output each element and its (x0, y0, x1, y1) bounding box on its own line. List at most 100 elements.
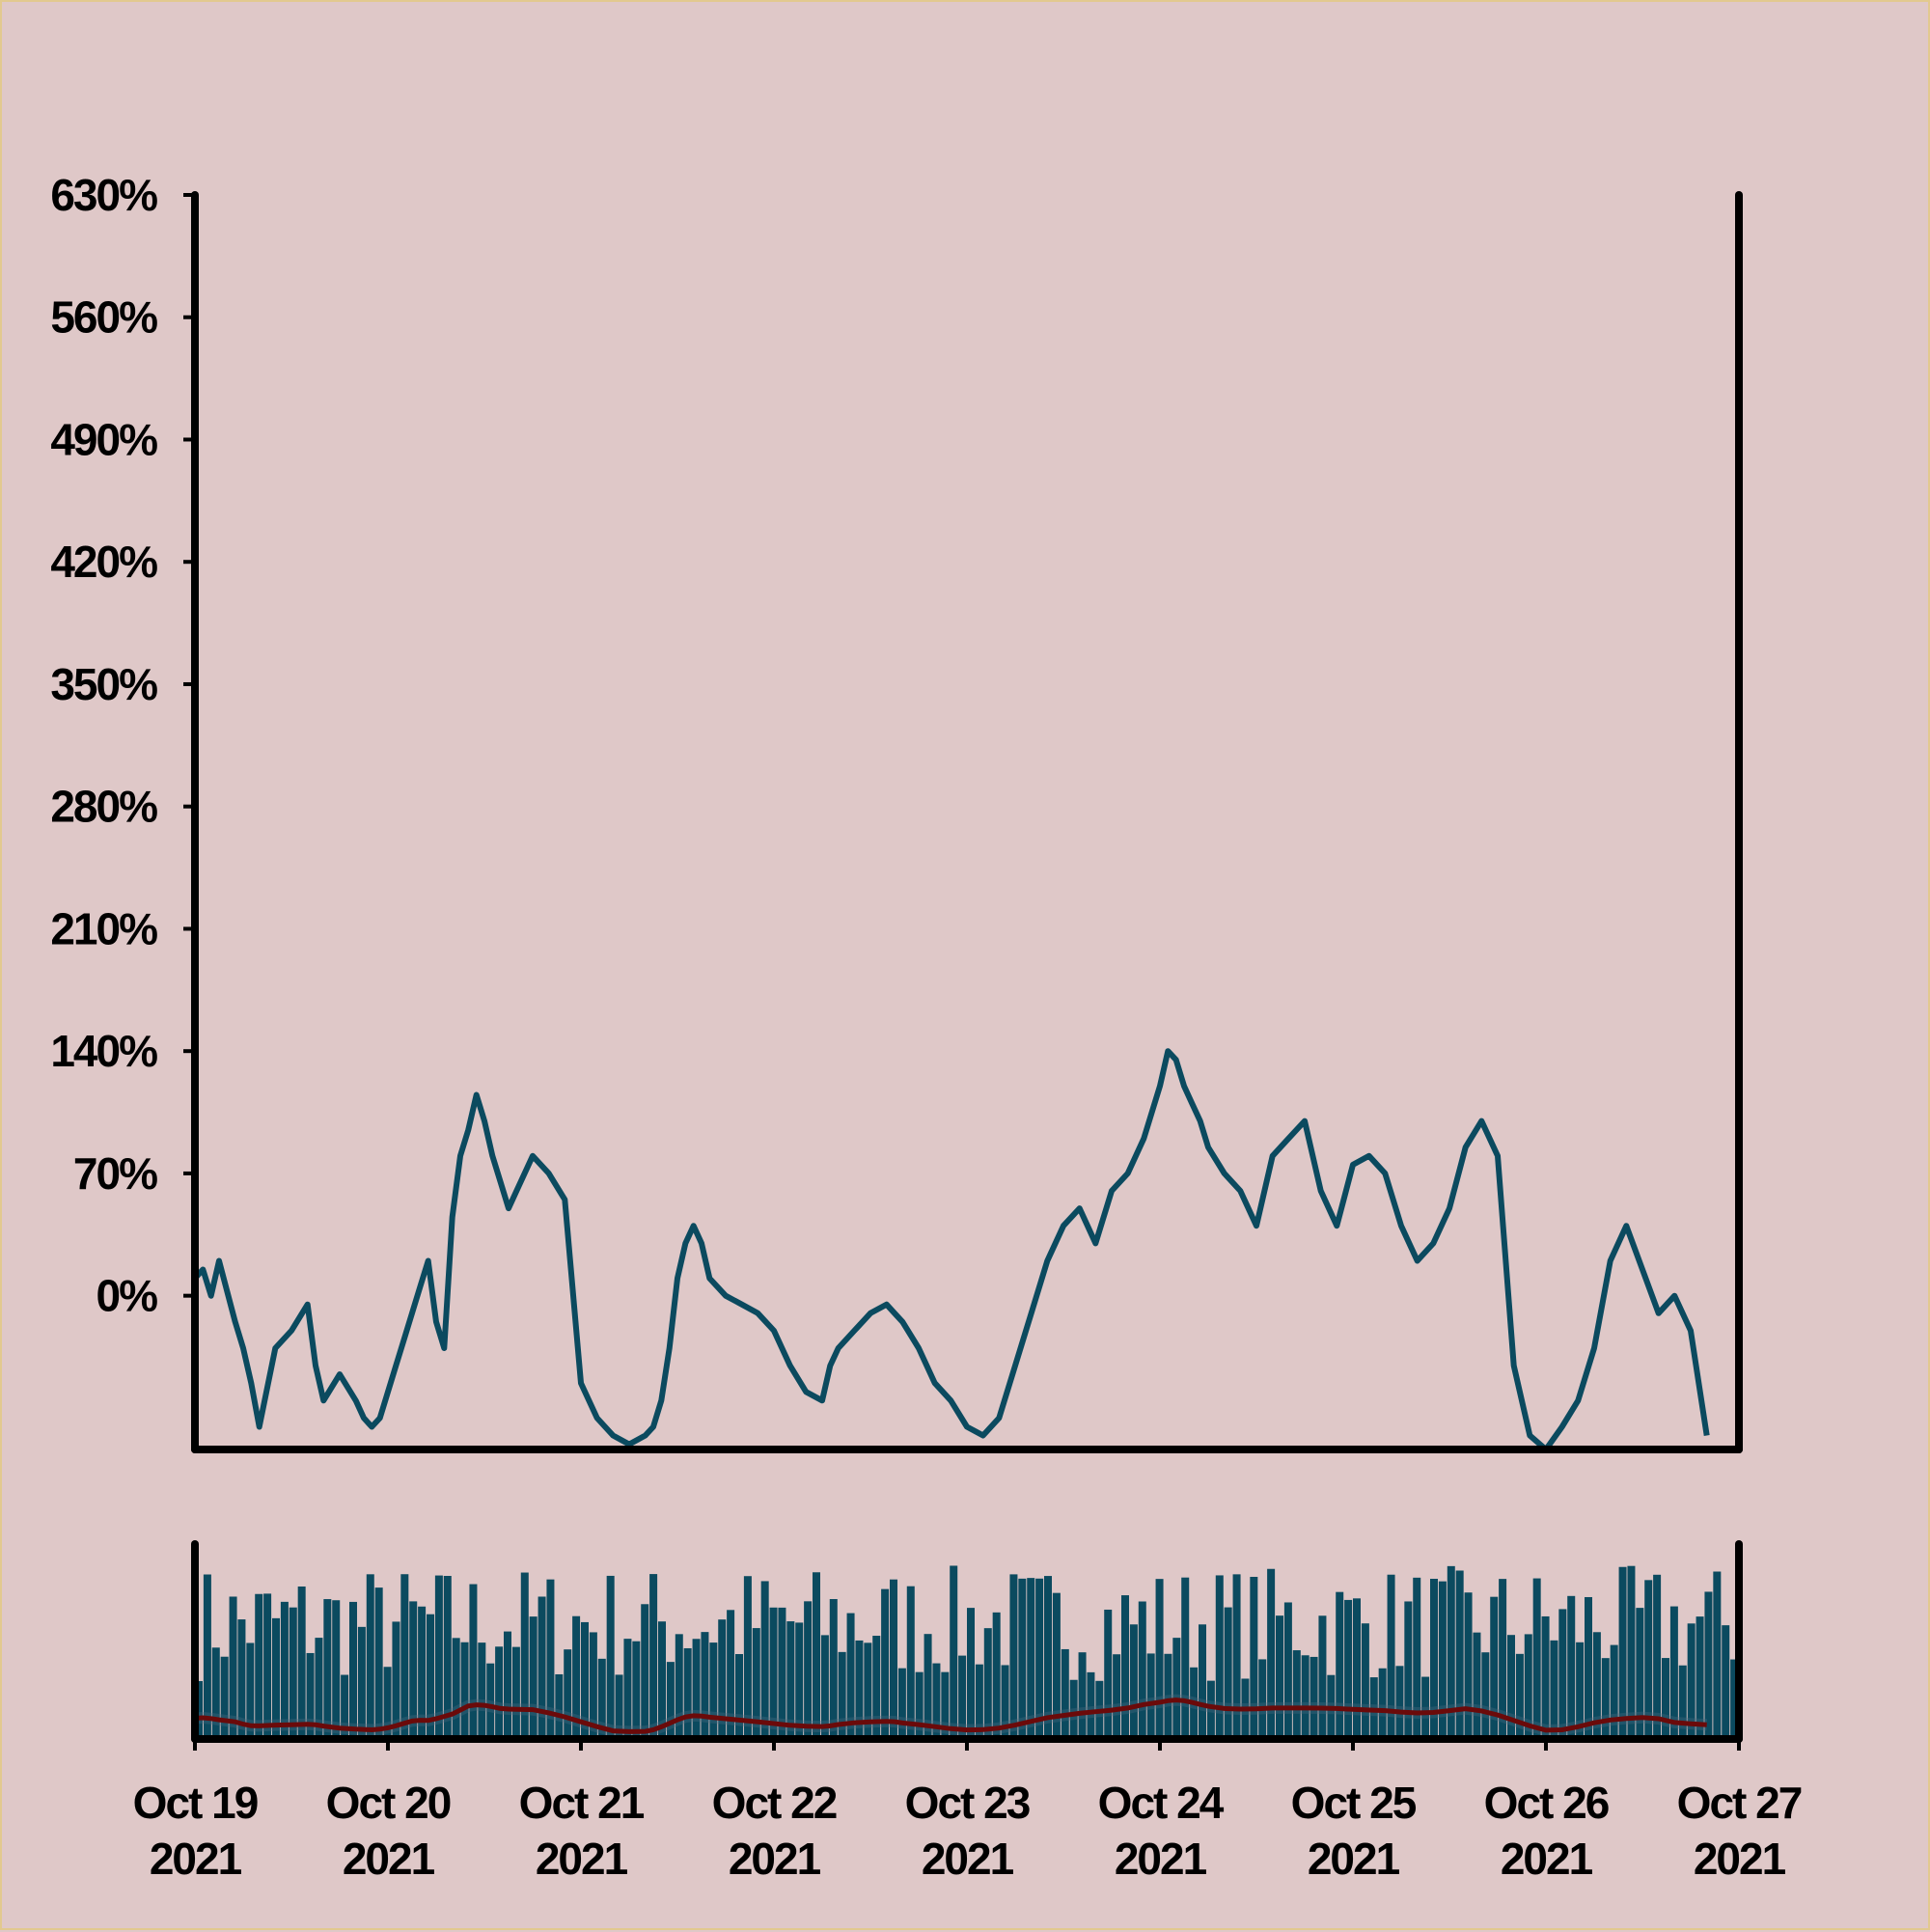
volume-bar (1653, 1574, 1662, 1739)
volume-bar (983, 1628, 992, 1739)
volume-bar (1113, 1654, 1121, 1739)
volume-bar (666, 1662, 675, 1739)
volume-bar (434, 1575, 443, 1739)
y-tick-label: 630% (50, 170, 157, 220)
volume-bar (203, 1574, 211, 1739)
volume-bar (804, 1601, 813, 1739)
volume-bar (778, 1607, 786, 1739)
volume-bar (1138, 1601, 1146, 1739)
volume-bar (692, 1639, 701, 1739)
volume-bar (1052, 1592, 1061, 1739)
volume-bar (1078, 1652, 1087, 1739)
volume-bar (709, 1642, 718, 1739)
volume-bar (735, 1654, 743, 1739)
volume-bar (564, 1649, 572, 1739)
y-tick-label: 140% (50, 1026, 157, 1076)
volume-bar (658, 1621, 666, 1739)
volume-bar (1473, 1632, 1481, 1739)
volume-bar (752, 1628, 760, 1739)
volume-bar (1524, 1634, 1532, 1739)
y-axis-ticks: 0% 70% 140% 210% 280% 350% 420% 490% 560% 630% (50, 170, 195, 1321)
volume-bar (1258, 1659, 1267, 1739)
volume-bar (374, 1587, 383, 1739)
volume-bar (1181, 1577, 1190, 1739)
volume-bar (520, 1572, 529, 1739)
volume-bar (220, 1656, 229, 1739)
x-tick-label-year: 2021 (343, 1834, 435, 1884)
x-tick-label-date: Oct 22 (712, 1778, 837, 1828)
volume-bar (589, 1632, 597, 1739)
volume-bar (1104, 1609, 1113, 1739)
volume-bar (1662, 1658, 1669, 1739)
x-tick-label-date: Oct 27 (1677, 1778, 1802, 1828)
volume-bar (1336, 1591, 1344, 1739)
volume-bar (1413, 1577, 1421, 1739)
volume-bar (950, 1565, 958, 1739)
volume-bar (1644, 1580, 1653, 1739)
volume-bar (872, 1636, 881, 1739)
volume-bar (297, 1586, 306, 1739)
volume-bar (469, 1584, 478, 1739)
volume-bar (495, 1646, 504, 1739)
volume-bar (1310, 1656, 1318, 1739)
volume-bar (427, 1614, 434, 1739)
volume-bar (1172, 1638, 1181, 1739)
volume-bar (829, 1599, 838, 1739)
x-tick-label-year: 2021 (1501, 1834, 1593, 1884)
volume-bar (1507, 1635, 1515, 1739)
volume-bar (958, 1655, 967, 1739)
x-tick-label-year: 2021 (150, 1834, 242, 1884)
volume-bar (1344, 1599, 1353, 1739)
y-tick-label: 210% (50, 903, 157, 953)
volume-bar (1438, 1581, 1447, 1739)
volume-bar (341, 1674, 349, 1739)
x-tick-label-date: Oct 25 (1291, 1778, 1417, 1828)
volume-bar (1567, 1595, 1576, 1739)
volume-bar (906, 1586, 915, 1739)
volume-bar (1224, 1607, 1232, 1739)
x-tick-label-date: Oct 26 (1484, 1778, 1609, 1828)
volume-bar (795, 1622, 804, 1739)
volume-bar (366, 1574, 374, 1739)
volume-bar (597, 1658, 606, 1739)
volume-bar (1722, 1625, 1730, 1739)
volume-bar (478, 1642, 486, 1739)
volume-bar (606, 1575, 615, 1739)
volume-bar (683, 1647, 692, 1739)
volume-bar (838, 1651, 846, 1739)
volume-bar (1499, 1579, 1507, 1739)
overlay-line (194, 1697, 1707, 1734)
volume-bar (1592, 1632, 1601, 1739)
volume-bar (975, 1664, 983, 1739)
volume-bar (1069, 1679, 1078, 1739)
volume-bar (272, 1617, 280, 1739)
volume-bar (1696, 1616, 1704, 1739)
volume-bar (1250, 1576, 1258, 1739)
volume-bar (1585, 1596, 1592, 1739)
volume-bar (546, 1579, 555, 1739)
volume-bar (1601, 1658, 1610, 1739)
volume-bar (1387, 1574, 1395, 1739)
volume-bar (572, 1615, 581, 1739)
volume-bar (452, 1638, 460, 1739)
y-tick-label: 490% (50, 414, 157, 464)
volume-bar (460, 1642, 469, 1739)
volume-bar (229, 1596, 237, 1739)
volume-bar (1730, 1659, 1739, 1739)
volume-bar (1550, 1640, 1558, 1739)
volume-bar (649, 1574, 658, 1739)
volume-bar (1687, 1623, 1696, 1739)
volume-bar (443, 1576, 452, 1739)
volume-bar (1035, 1578, 1044, 1739)
volume-bar (538, 1596, 546, 1739)
volume-bar (323, 1599, 332, 1739)
x-tick-label-year: 2021 (536, 1834, 628, 1884)
volume-bar (727, 1610, 735, 1739)
x-tick-label-date: Oct 21 (519, 1778, 645, 1828)
volume-bar (641, 1604, 649, 1739)
volume-bar (289, 1607, 297, 1739)
volume-bar (1455, 1570, 1464, 1739)
volume-bar (769, 1607, 778, 1739)
volume-bar (1610, 1644, 1618, 1739)
